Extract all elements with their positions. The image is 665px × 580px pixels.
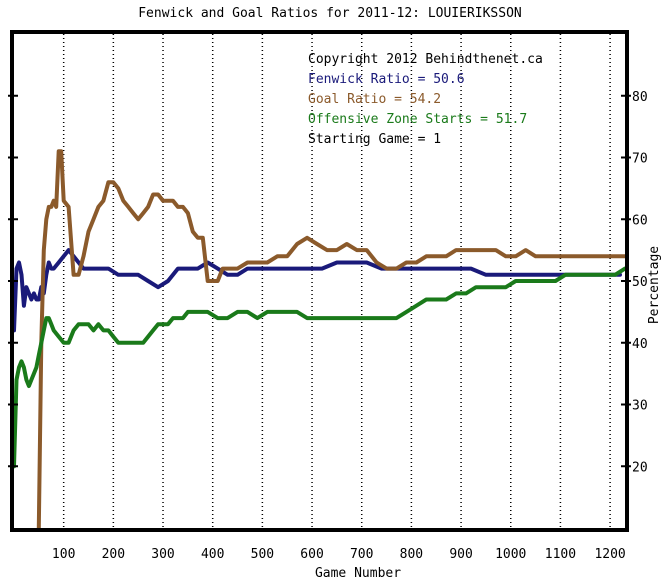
x-tick-label: 800	[400, 547, 423, 562]
legend-entry: Goal Ratio = 54.2	[308, 92, 441, 107]
y-tick-label: 70	[632, 152, 648, 167]
legend: Copyright 2012 Behindthenet.ca Fenwick Ra…	[308, 52, 543, 147]
y-tick-label: 60	[632, 213, 648, 228]
x-tick-label: 300	[151, 547, 174, 562]
x-tick-label: 1000	[495, 547, 526, 562]
x-tick-label: 200	[102, 547, 125, 562]
y-axis-ticks: 20 30 40 50 60 70 80	[8, 90, 648, 475]
x-tick-label: 100	[52, 547, 75, 562]
y-tick-label: 30	[632, 399, 648, 414]
y-tick-label: 40	[632, 337, 648, 352]
legend-entry: Fenwick Ratio = 50.6	[308, 72, 465, 87]
x-tick-label: 900	[449, 547, 472, 562]
legend-entry: Starting Game = 1	[308, 132, 441, 147]
x-tick-label: 500	[251, 547, 274, 562]
x-tick-label: 700	[350, 547, 373, 562]
y-tick-label: 50	[632, 275, 648, 290]
series-layer	[12, 149, 627, 530]
y-axis-label: Percentage	[647, 246, 662, 324]
legend-entry: Copyright 2012 Behindthenet.ca	[308, 52, 543, 67]
x-tick-label: 1200	[594, 547, 625, 562]
chart-title: Fenwick and Goal Ratios for 2011-12: LOU…	[138, 6, 522, 21]
legend-entry: Offensive Zone Starts = 51.7	[308, 112, 527, 127]
y-tick-label: 20	[632, 460, 648, 475]
x-axis-label: Game Number	[315, 566, 401, 580]
series-line-1	[36, 149, 627, 530]
x-tick-label: 1100	[545, 547, 576, 562]
x-tick-label: 600	[300, 547, 323, 562]
series-line-0	[12, 248, 622, 333]
series-line-2	[12, 266, 627, 469]
x-tick-label: 400	[201, 547, 224, 562]
y-tick-label: 80	[632, 90, 648, 105]
x-axis-ticks: 100 200 300 400 500 600 700 800 900 1000 1100 1200	[52, 547, 626, 562]
